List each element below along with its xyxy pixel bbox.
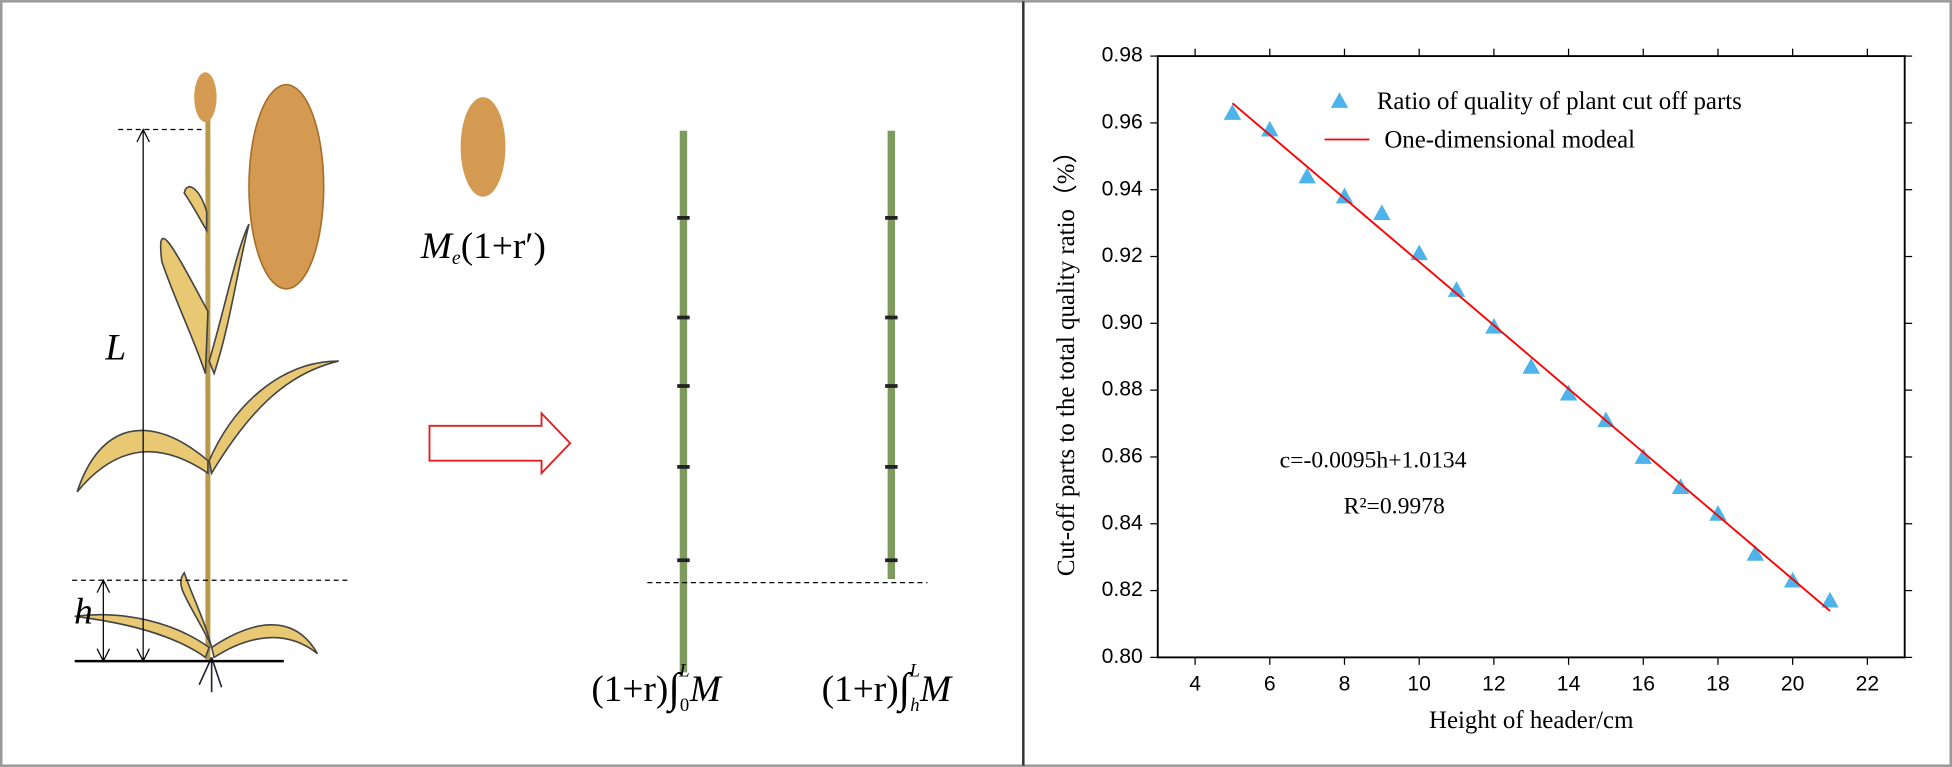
- formula-part: ∫: [896, 665, 913, 714]
- data-point: [1410, 244, 1428, 261]
- x-tick-label: 22: [1856, 672, 1880, 695]
- y-tick-label: 0.80: [1102, 645, 1143, 668]
- data-point: [1223, 104, 1242, 120]
- data-point: [1634, 448, 1652, 464]
- x-tick-label: 12: [1482, 672, 1506, 695]
- data-point: [1709, 505, 1727, 521]
- formula-part: M: [919, 669, 953, 710]
- x-tick-label: 10: [1407, 672, 1431, 695]
- formula-part: 0: [680, 695, 689, 716]
- formula-part: (1+r): [822, 669, 899, 710]
- y-tick-label: 0.96: [1102, 110, 1143, 133]
- x-tick-label: 20: [1781, 672, 1805, 695]
- x-tick-label: 16: [1631, 672, 1655, 695]
- y-tick-label: 0.98: [1102, 44, 1143, 67]
- x-tick-label: 8: [1339, 672, 1351, 695]
- formula-part: ∫: [665, 665, 682, 714]
- formula-part: L: [909, 661, 920, 682]
- data-point: [1522, 358, 1540, 374]
- y-tick-label: 0.84: [1102, 511, 1143, 534]
- y-axis-label: Cut-off parts to the total quality ratio…: [1052, 139, 1080, 577]
- x-tick-label: 6: [1264, 672, 1276, 695]
- stalk-formula: (1+r)∫hLM: [822, 661, 953, 717]
- length-label: L: [104, 328, 126, 369]
- formula-part: (1+r): [591, 669, 668, 710]
- x-axis-label: Height of header/cm: [1429, 707, 1633, 734]
- data-point: [1821, 591, 1839, 608]
- legend-label: Ratio of quality of plant cut off parts: [1377, 88, 1742, 115]
- formula-part: L: [678, 661, 689, 682]
- y-tick-label: 0.90: [1102, 311, 1143, 334]
- ear-formula: Me(1+r′): [420, 226, 546, 269]
- legend-marker: [1330, 92, 1349, 108]
- y-tick-label: 0.94: [1102, 177, 1143, 200]
- annotation: R²=0.9978: [1344, 493, 1445, 519]
- height-label: h: [74, 592, 93, 633]
- legend-label: One-dimensional modeal: [1384, 127, 1635, 154]
- data-point: [1373, 204, 1391, 221]
- x-tick-label: 18: [1706, 672, 1730, 695]
- length-arrow: [136, 128, 150, 663]
- plant-drawing: [74, 72, 506, 693]
- fit-line: [1231, 102, 1831, 612]
- formula-part: (1+r′): [461, 226, 546, 267]
- data-point: [1447, 281, 1466, 297]
- formula-part: M: [689, 669, 723, 710]
- data-point: [1671, 478, 1690, 494]
- y-tick-label: 0.86: [1102, 445, 1143, 468]
- y-tick-label: 0.88: [1102, 378, 1143, 401]
- formula-part: M: [420, 226, 454, 267]
- x-tick-label: 14: [1557, 672, 1581, 695]
- annotation: c=-0.0095h+1.0134: [1280, 447, 1467, 473]
- data-point: [1298, 167, 1316, 184]
- data-point: [1335, 187, 1354, 204]
- formula-part: h: [910, 695, 919, 716]
- height-arrow: [96, 578, 111, 663]
- x-tick-label: 4: [1189, 672, 1201, 695]
- y-tick-label: 0.92: [1102, 244, 1143, 267]
- data-point: [1261, 120, 1279, 137]
- transform-arrow: [428, 411, 572, 476]
- data-point: [1559, 384, 1578, 401]
- data-point: [1746, 545, 1765, 561]
- stalk-formula: (1+r)∫0 LM: [591, 661, 722, 717]
- y-tick-label: 0.82: [1102, 578, 1143, 601]
- formula-part: e: [452, 247, 461, 269]
- plot-frame: [1156, 55, 1906, 659]
